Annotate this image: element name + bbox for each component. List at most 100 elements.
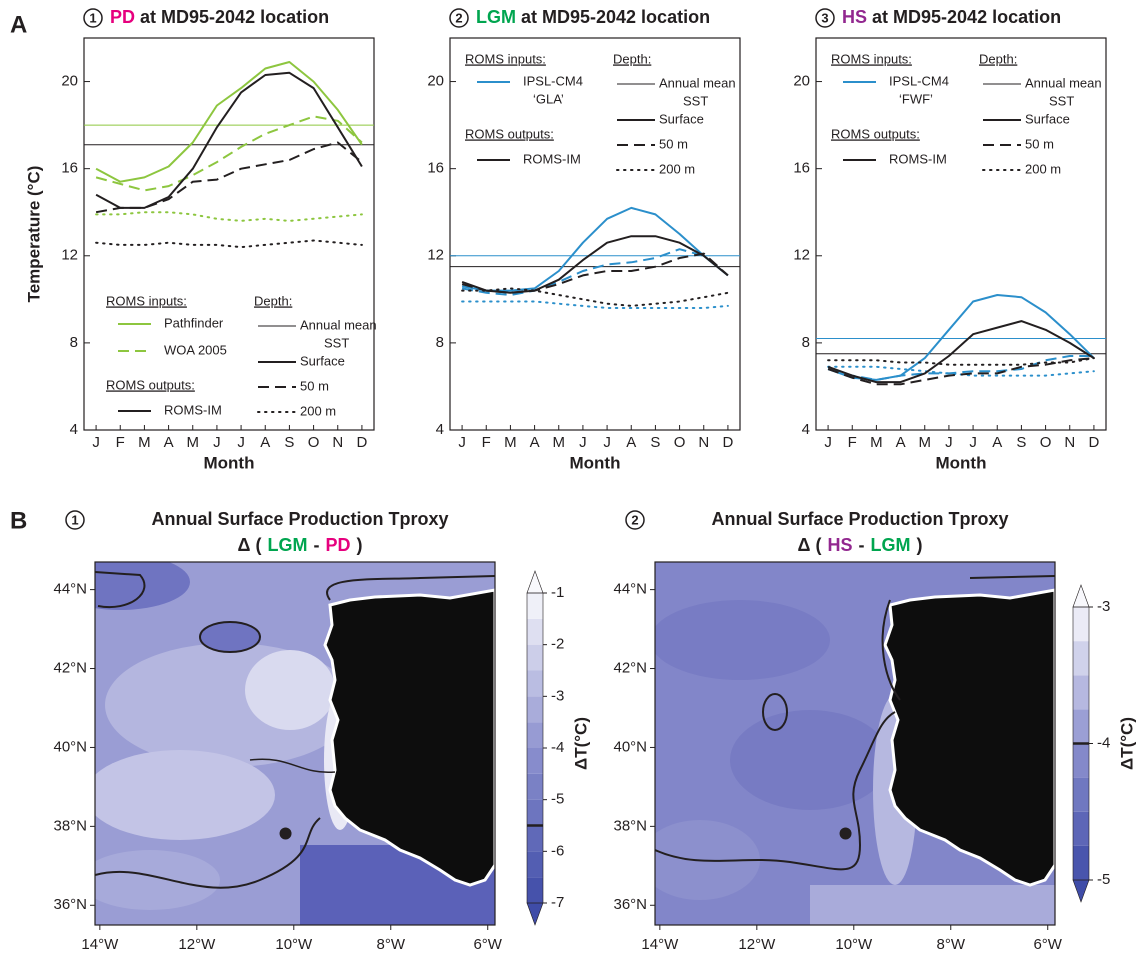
chart-title-part: HS xyxy=(842,7,867,27)
x-tick-label: F xyxy=(116,434,125,451)
colorbar-band xyxy=(527,877,543,903)
series-line xyxy=(827,357,1094,386)
x-tick-label: M xyxy=(919,434,932,451)
map-title: Annual Surface Production Tproxy xyxy=(711,509,1008,529)
map-x-tick-label: 6°W xyxy=(473,936,502,953)
legend-label: Pathfinder xyxy=(164,315,224,330)
colorbar-tick-label: -3 xyxy=(1097,598,1110,615)
colorbar-band xyxy=(1073,845,1089,880)
colorbar-tick-label: -7 xyxy=(551,894,564,911)
plot-frame xyxy=(449,37,741,431)
colorbar-tick-label: -2 xyxy=(551,636,564,653)
panel-number-circle xyxy=(449,8,469,28)
map-subtitle-part: LGM xyxy=(870,535,910,555)
map-subtitle-part: HS xyxy=(827,535,852,555)
x-tick-label: O xyxy=(308,434,320,451)
colorbar-tick-label: -5 xyxy=(551,791,564,808)
panel-number-circle xyxy=(83,8,103,28)
y-tick-label: 4 xyxy=(802,421,810,438)
colorbar-band xyxy=(1073,607,1089,642)
series-line xyxy=(461,206,729,292)
y-tick-label: 20 xyxy=(427,73,444,90)
x-tick-label: J xyxy=(824,434,832,451)
map-title: Annual Surface Production Tproxy xyxy=(151,509,448,529)
x-tick-label: J xyxy=(945,434,953,451)
colorbar-band xyxy=(527,773,543,800)
colorbar-band xyxy=(1073,743,1089,778)
series-line xyxy=(461,300,729,309)
colorbar-extension xyxy=(1072,584,1090,608)
y-tick-label: 20 xyxy=(61,73,78,90)
colorbar-band xyxy=(527,593,543,619)
map-subtitle-part: ) xyxy=(356,535,362,555)
legend-label: 50 m xyxy=(300,378,329,393)
map-field xyxy=(95,562,495,925)
chart-title-part: at MD95-2042 location xyxy=(521,7,710,27)
panel-number: 1 xyxy=(71,512,78,527)
panel-label: A xyxy=(10,11,27,38)
legend-label: WOA 2005 xyxy=(164,342,227,357)
map-x-tick-label: 8°W xyxy=(377,936,406,953)
series-line xyxy=(95,141,363,214)
legend-heading: ROMS outputs: xyxy=(106,377,195,392)
y-tick-label: 4 xyxy=(70,421,78,438)
legend-label: Annual mean xyxy=(1025,75,1102,90)
colorbar-band xyxy=(527,644,543,671)
x-tick-label: D xyxy=(722,434,733,451)
series-line xyxy=(461,252,729,294)
colorbar-tick-label: -1 xyxy=(551,584,564,601)
colorbar-band xyxy=(527,799,543,826)
map-subtitle-part: - xyxy=(858,535,864,555)
x-tick-label: A xyxy=(260,434,270,451)
map-subtitle: Δ (LGM - PD) xyxy=(238,535,363,555)
axis-label: Month xyxy=(204,453,255,472)
legend-label: ROMS-IM xyxy=(889,151,947,166)
x-tick-label: M xyxy=(504,434,517,451)
x-tick-label: F xyxy=(848,434,857,451)
x-tick-label: J xyxy=(213,434,221,451)
series-line xyxy=(461,235,729,294)
colorbar-band xyxy=(527,696,543,723)
legend-heading: ROMS inputs: xyxy=(465,51,546,66)
x-tick-label: A xyxy=(530,434,540,451)
legend-label: ‘GLA’ xyxy=(533,91,564,106)
map-subtitle-part: Δ ( xyxy=(798,535,822,555)
legend-label: Surface xyxy=(1025,111,1070,126)
x-tick-label: O xyxy=(1040,434,1052,451)
axis-label: Month xyxy=(936,453,987,472)
y-tick-label: 20 xyxy=(793,73,810,90)
x-tick-label: D xyxy=(356,434,367,451)
map-x-tick-label: 14°W xyxy=(641,936,679,953)
legend-heading: Depth: xyxy=(613,51,651,66)
colorbar-band xyxy=(1073,675,1089,710)
map-subtitle: Δ (HS - LGM) xyxy=(798,535,923,555)
plot-frame xyxy=(83,37,375,431)
map-y-tick-label: 40°N xyxy=(613,738,647,755)
colorbar-tick-label: -4 xyxy=(551,739,564,756)
x-tick-label: S xyxy=(1016,434,1026,451)
core-site xyxy=(839,827,852,840)
colorbar-label: ΔT(°C) xyxy=(1117,717,1136,770)
x-tick-label: J xyxy=(969,434,977,451)
colorbar-band xyxy=(1073,641,1089,676)
x-tick-label: A xyxy=(896,434,906,451)
series-line xyxy=(827,355,1094,381)
x-tick-label: M xyxy=(187,434,200,451)
map-frame xyxy=(94,561,496,926)
map-y-tick-label: 44°N xyxy=(613,581,647,598)
x-tick-label: J xyxy=(92,434,100,451)
map-x-tick-label: 12°W xyxy=(738,936,776,953)
legend-label: Annual mean xyxy=(300,317,377,332)
map-y-tick-label: 36°N xyxy=(613,896,647,913)
chart-title-part: at MD95-2042 location xyxy=(872,7,1061,27)
map-subtitle-part: - xyxy=(313,535,319,555)
y-tick-label: 16 xyxy=(61,160,78,177)
panel-number-circle xyxy=(625,510,645,530)
colorbar-band xyxy=(527,670,543,697)
map-x-tick-label: 10°W xyxy=(835,936,873,953)
series-line xyxy=(827,294,1095,381)
x-tick-label: J xyxy=(458,434,466,451)
colorbar-band xyxy=(527,825,543,852)
legend-label: ROMS-IM xyxy=(164,402,222,417)
